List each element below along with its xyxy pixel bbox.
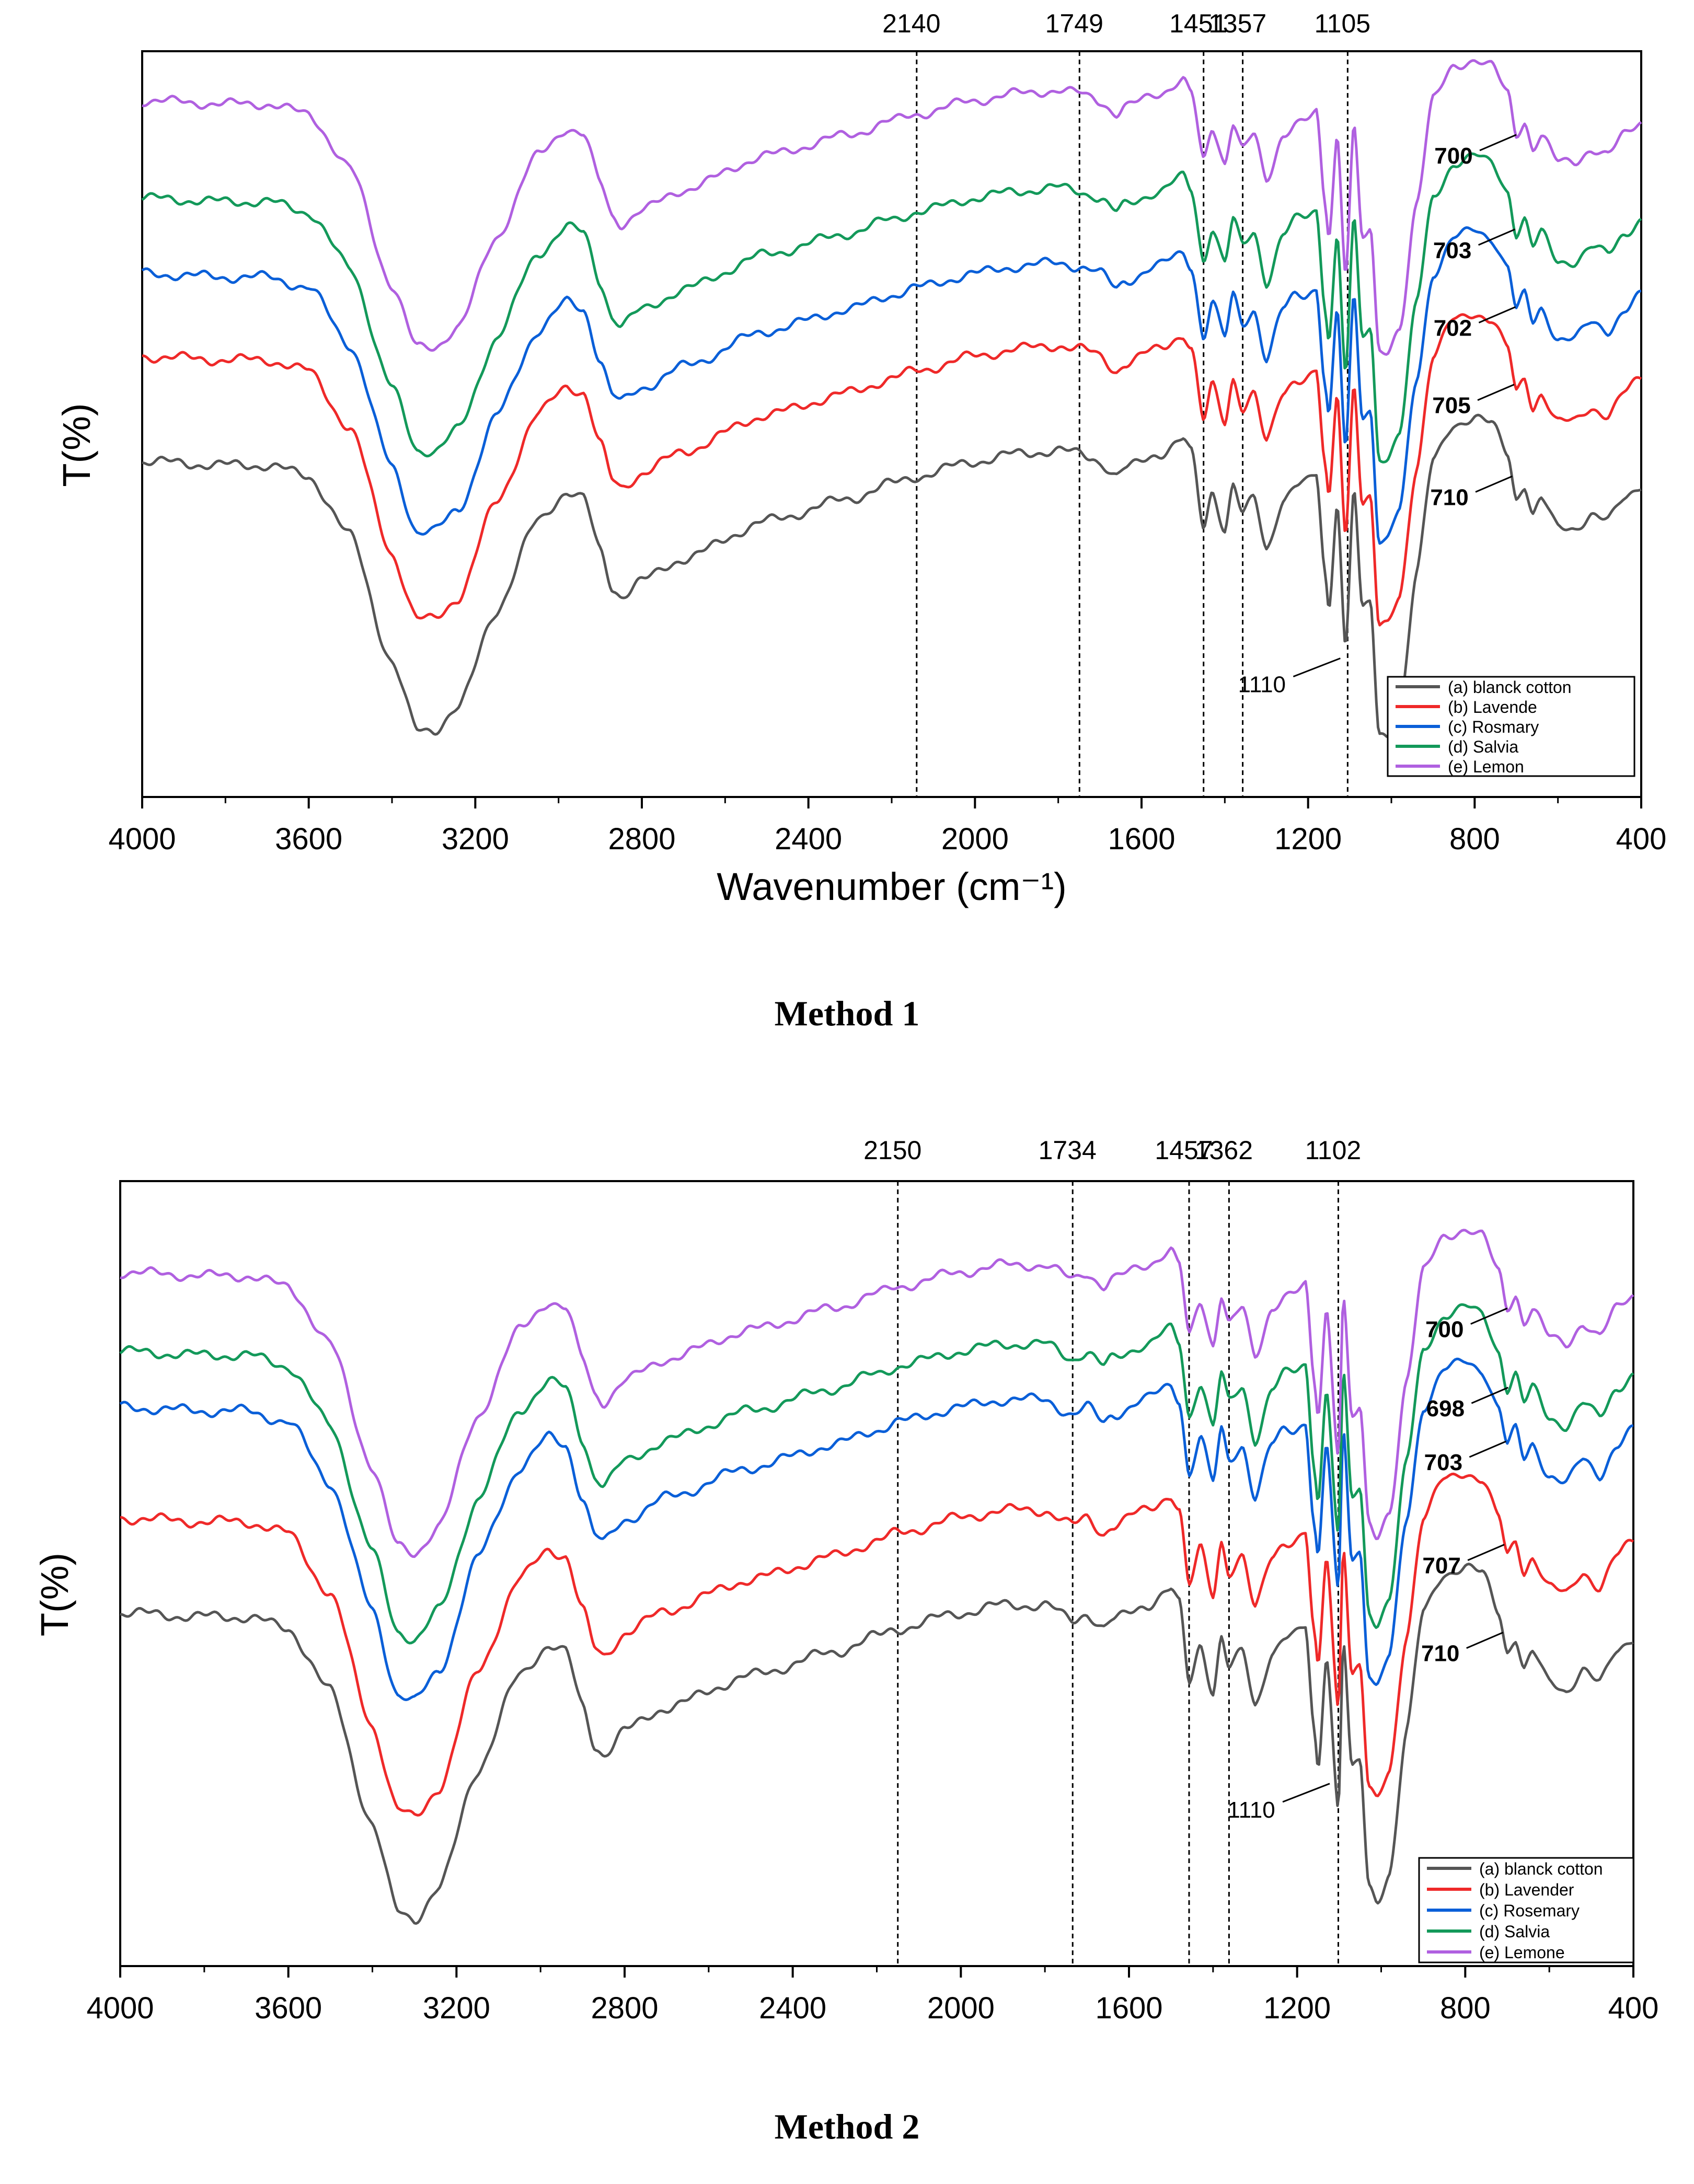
legend-label: (a) blanck cotton	[1448, 678, 1572, 697]
peak-annotation-leader	[1477, 384, 1515, 401]
peak-line-label: 1102	[1305, 1136, 1362, 1165]
peak-annotation: 702	[1434, 315, 1472, 341]
legend-label: (c) Rosmary	[1448, 718, 1539, 736]
x-tick-label: 2800	[608, 822, 675, 856]
peak-line-label: 1734	[1039, 1136, 1097, 1165]
peak-annotation: 700	[1434, 143, 1472, 169]
x-axis-title: Wavenumber (cm⁻¹)	[702, 2029, 1052, 2033]
peak-annotation: 1110	[1238, 672, 1286, 698]
peak-line-label: 1457	[1155, 1136, 1213, 1165]
series-line-2	[120, 1472, 1634, 1817]
x-tick-label: 800	[1449, 822, 1500, 856]
series-line-5	[120, 1229, 1634, 1558]
x-tick-label: 3200	[423, 1991, 490, 2025]
peak-line-label: 2150	[863, 1136, 921, 1165]
x-axis-title: Wavenumber (cm⁻¹)	[717, 865, 1067, 908]
peak-annotation-leader	[1479, 134, 1517, 152]
y-axis-title: T(%)	[33, 1553, 76, 1636]
peak-annotation: 700	[1425, 1316, 1463, 1342]
x-tick-label: 400	[1608, 1991, 1659, 2025]
peak-annotation: 698	[1426, 1396, 1465, 1422]
peak-line-label: 1749	[1045, 9, 1103, 38]
series-line-1	[120, 1563, 1634, 1925]
legend-label: (a) blanck cotton	[1479, 1859, 1603, 1878]
x-tick-label: 2400	[775, 822, 842, 856]
series-line-4	[119, 1303, 1634, 1645]
series-line-3	[119, 1357, 1633, 1701]
x-tick-label: 800	[1440, 1991, 1491, 2025]
peak-annotation-leader	[1471, 1386, 1508, 1404]
x-tick-label: 2000	[927, 1991, 995, 2025]
peak-annotation-leader	[1478, 306, 1516, 323]
peak-annotation: 710	[1421, 1641, 1459, 1667]
series-line-4	[141, 152, 1642, 464]
peak-line-label: 2140	[882, 9, 940, 38]
legend-label: (c) Rosemary	[1479, 1901, 1580, 1920]
peak-annotation-leader	[1467, 1544, 1505, 1561]
peak-annotation-leader	[1282, 1783, 1330, 1803]
peak-line-label: 1357	[1208, 9, 1266, 38]
x-tick-label: 3200	[442, 822, 509, 856]
x-tick-label: 1600	[1095, 1991, 1162, 2025]
legend-label: (b) Lavender	[1479, 1880, 1574, 1899]
chart-panel-method-1: 4000 3600 3200 2800 2400 2000 1600 1200 800 400 Wa…	[55, 9, 1667, 1033]
series-line-5	[142, 59, 1642, 356]
x-tick-label: 1200	[1263, 1991, 1331, 2025]
x-tick-label: 2400	[759, 1991, 826, 2025]
peak-annotation-leader	[1478, 228, 1516, 246]
peak-annotation-leader	[1466, 1632, 1504, 1649]
ftir-chart-method-2: 4000 3600 3200 2800 2400 2000 1600 1200 800 400 Wa…	[33, 1136, 1659, 2033]
legend-label: (e) Lemon	[1448, 757, 1524, 776]
x-tick-label: 2000	[941, 822, 1009, 856]
peak-annotation: 703	[1433, 238, 1471, 263]
peak-annotation-leader	[1469, 1440, 1506, 1458]
legend-label: (d) Salvia	[1448, 737, 1518, 756]
chart-panel-method-2: 4000 3600 3200 2800 2400 2000 1600 1200 800 400 Wa…	[0, 1092, 1694, 2184]
x-tick-label: 400	[1616, 822, 1667, 856]
legend-label: (d) Salvia	[1479, 1922, 1550, 1941]
plot-frame	[119, 1180, 1634, 1967]
caption-method-2: Method 2	[774, 2107, 920, 2146]
peak-line-label: 1362	[1195, 1136, 1253, 1165]
x-tick-label: 4000	[86, 1991, 154, 2025]
peak-annotation: 1110	[1227, 1797, 1275, 1823]
peak-annotation: 707	[1422, 1553, 1460, 1578]
peak-annotation: 705	[1432, 393, 1470, 419]
peak-annotation-leader	[1470, 1307, 1508, 1325]
x-tick-label: 1600	[1108, 822, 1175, 856]
series-line-3	[141, 226, 1641, 545]
x-tick-label: 2800	[591, 1991, 658, 2025]
peak-annotation-leader	[1475, 476, 1513, 493]
peak-annotation: 710	[1430, 484, 1468, 510]
caption-method-1: Method 1	[774, 993, 920, 1033]
x-tick-label: 3600	[275, 822, 342, 856]
peak-line-label: 1105	[1315, 9, 1371, 38]
legend-label: (b) Lavende	[1448, 698, 1537, 717]
x-tick-label: 3600	[255, 1991, 322, 2025]
y-axis-title: T(%)	[55, 403, 98, 487]
peak-annotation-leader	[1293, 657, 1341, 677]
legend-label: (e) Lemone	[1479, 1943, 1565, 1962]
ftir-chart-method-1: 4000 3600 3200 2800 2400 2000 1600 1200 800 400 Wa…	[55, 9, 1667, 908]
peak-annotation: 703	[1424, 1450, 1462, 1475]
x-tick-label: 4000	[108, 822, 176, 856]
peak-line-label: 1451	[1169, 9, 1227, 38]
series-line-2	[142, 313, 1642, 627]
x-tick-label: 1200	[1274, 822, 1342, 856]
